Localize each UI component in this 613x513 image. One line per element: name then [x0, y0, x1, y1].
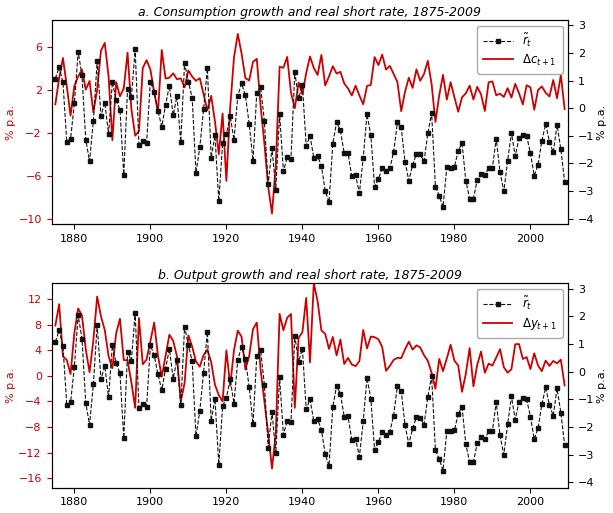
- $\Delta y_{t+1}$: [310, 280, 318, 286]
- Line: $\tilde{r}_t$: $\tilde{r}_t$: [53, 47, 567, 209]
- $\Delta c_{t+1}$: [500, 94, 508, 100]
- $\Delta y_{t+1}$: [535, 362, 542, 368]
- $\tilde{r}_t$: [535, 162, 542, 168]
- $\Delta c_{t+1}$: [561, 106, 568, 112]
- $\tilde{r}_t$: [345, 413, 352, 420]
- Legend: $\tilde{r}_t$, $\Delta y_{t+1}$: $\tilde{r}_t$, $\Delta y_{t+1}$: [477, 289, 563, 338]
- $\Delta c_{t+1}$: [348, 92, 356, 98]
- $\Delta y_{t+1}$: [51, 323, 59, 329]
- Line: $\Delta c_{t+1}$: $\Delta c_{t+1}$: [55, 34, 565, 213]
- $\Delta y_{t+1}$: [500, 364, 508, 370]
- $\tilde{r}_t$: [51, 75, 59, 82]
- Legend: $\tilde{r}_t$, $\Delta c_{t+1}$: $\tilde{r}_t$, $\Delta c_{t+1}$: [478, 26, 563, 73]
- $\Delta y_{t+1}$: [424, 358, 432, 364]
- $\tilde{r}_t$: [326, 200, 333, 206]
- $\tilde{r}_t$: [132, 309, 139, 315]
- $\tilde{r}_t$: [561, 442, 568, 448]
- $\Delta c_{t+1}$: [535, 87, 542, 93]
- Y-axis label: % p.a.: % p.a.: [6, 104, 16, 140]
- $\Delta y_{t+1}$: [329, 334, 337, 340]
- Line: $\tilde{r}_t$: $\tilde{r}_t$: [53, 310, 567, 472]
- $\Delta c_{t+1}$: [51, 101, 59, 107]
- Line: $\Delta y_{t+1}$: $\Delta y_{t+1}$: [55, 283, 565, 468]
- $\Delta c_{t+1}$: [170, 70, 177, 76]
- $\tilde{r}_t$: [132, 46, 139, 52]
- $\Delta y_{t+1}$: [170, 338, 177, 344]
- $\tilde{r}_t$: [173, 93, 181, 100]
- Title: b. Output growth and real short rate, 1875-2009: b. Output growth and real short rate, 18…: [158, 269, 462, 282]
- $\Delta y_{t+1}$: [561, 382, 568, 388]
- $\tilde{r}_t$: [326, 463, 333, 469]
- Y-axis label: % p.a.: % p.a.: [598, 104, 607, 140]
- $\tilde{r}_t$: [561, 179, 568, 185]
- $\tilde{r}_t$: [421, 159, 428, 165]
- $\Delta c_{t+1}$: [424, 58, 432, 64]
- Title: a. Consumption growth and real short rate, 1875-2009: a. Consumption growth and real short rat…: [139, 6, 481, 18]
- $\tilde{r}_t$: [440, 204, 447, 210]
- $\Delta y_{t+1}$: [348, 362, 356, 368]
- $\tilde{r}_t$: [173, 357, 181, 363]
- $\tilde{r}_t$: [500, 452, 508, 458]
- Y-axis label: % p.a.: % p.a.: [598, 368, 607, 403]
- $\tilde{r}_t$: [345, 150, 352, 156]
- $\tilde{r}_t$: [535, 425, 542, 431]
- $\Delta c_{t+1}$: [329, 63, 337, 69]
- $\tilde{r}_t$: [500, 188, 508, 194]
- $\tilde{r}_t$: [440, 467, 447, 473]
- $\tilde{r}_t$: [51, 339, 59, 345]
- Y-axis label: % p.a.: % p.a.: [6, 368, 15, 403]
- $\Delta c_{t+1}$: [268, 210, 276, 216]
- $\Delta c_{t+1}$: [234, 31, 242, 37]
- $\Delta y_{t+1}$: [268, 465, 276, 471]
- $\tilde{r}_t$: [421, 422, 428, 428]
